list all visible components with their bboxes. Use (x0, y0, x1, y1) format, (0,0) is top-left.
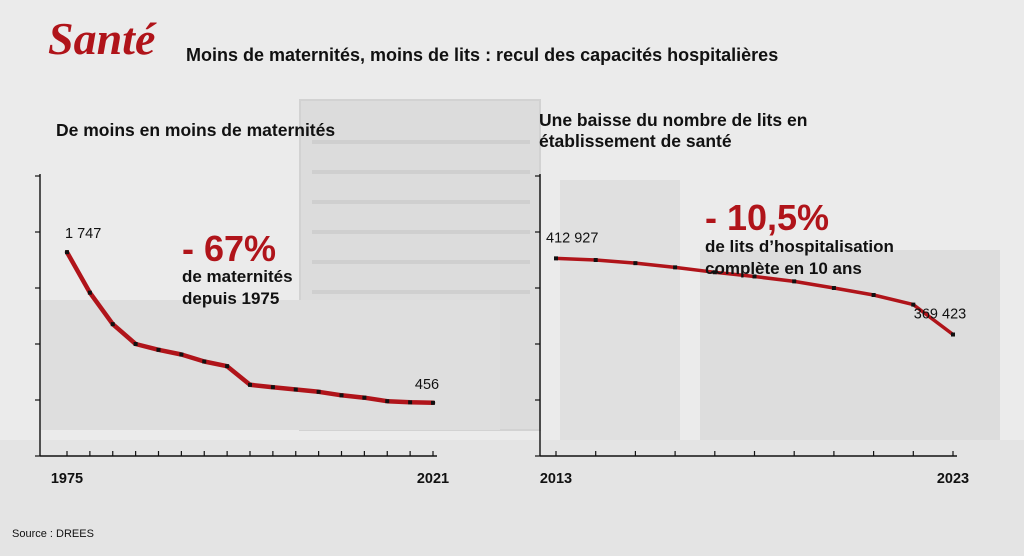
data-point (65, 250, 69, 255)
left-chart: 1975 2021 1 747 456 (35, 174, 449, 487)
data-point (408, 400, 413, 405)
data-label: 1 747 (65, 226, 101, 242)
left-annotation: de maternités depuis 1975 (182, 266, 293, 310)
data-label: 456 (415, 377, 439, 393)
data-label: 412 927 (546, 230, 598, 246)
data-point (871, 293, 876, 297)
data-label: 369 423 (914, 307, 966, 323)
data-point (293, 387, 298, 392)
headline: Moins de maternités, moins de lits : rec… (186, 45, 779, 65)
data-point (87, 290, 92, 295)
data-point (133, 342, 138, 346)
data-point (633, 261, 638, 266)
right-annotation-line1: de lits d’hospitalisation (705, 237, 894, 256)
data-point (911, 302, 916, 307)
data-point (593, 258, 598, 262)
data-point (554, 256, 558, 261)
data-point (202, 359, 207, 364)
right-chart: 2013 2023 412 927 369 423 (535, 174, 969, 487)
data-point (339, 393, 344, 398)
data-point (316, 389, 321, 394)
data-point (248, 382, 252, 387)
x-tick-label: 2013 (540, 471, 572, 487)
data-point (431, 400, 435, 405)
data-point (270, 385, 275, 390)
right-chart-subtitle: Une baisse du nombre de lits en établiss… (539, 110, 807, 152)
data-point (951, 332, 955, 337)
data-point (831, 286, 836, 290)
right-subtitle-line1: Une baisse du nombre de lits en (539, 110, 808, 130)
brand-title: Santé (48, 13, 156, 64)
data-point (110, 322, 115, 327)
x-tick-label: 2023 (937, 471, 969, 487)
building-windows (312, 140, 530, 294)
left-percent-change: - 67% (182, 228, 277, 269)
data-point (792, 279, 797, 284)
right-subtitle-line2: établissement de santé (539, 131, 732, 151)
x-tick-label: 2021 (417, 471, 449, 487)
data-point (673, 265, 678, 270)
left-annotation-line2: depuis 1975 (182, 289, 280, 308)
right-annotation: de lits d’hospitalisation complète en 10… (705, 236, 894, 280)
source-note: Source : DREES (12, 528, 94, 540)
data-point (362, 395, 367, 400)
right-percent-change: - 10,5% (705, 197, 830, 238)
data-point (179, 352, 184, 357)
right-annotation-line2: complète en 10 ans (705, 259, 862, 278)
left-annotation-line1: de maternités (182, 267, 293, 286)
data-point (752, 274, 757, 279)
data-point (385, 399, 390, 404)
left-chart-subtitle: De moins en moins de maternités (56, 120, 336, 140)
data-point (156, 347, 161, 352)
x-tick-label: 1975 (51, 471, 83, 487)
data-point (712, 270, 717, 275)
data-point (225, 364, 230, 369)
